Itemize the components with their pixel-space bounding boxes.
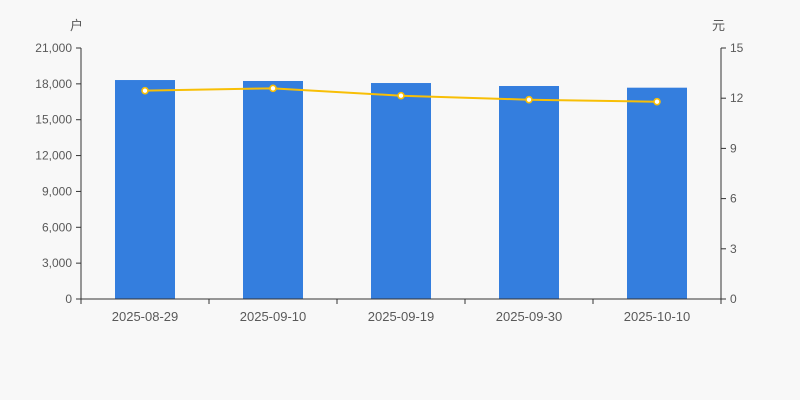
left-axis-tick-label: 12,000: [35, 149, 72, 163]
right-axis-tick-label: 9: [730, 141, 737, 155]
left-axis-tick-label: 0: [65, 292, 72, 306]
bar-2025-09-30[interactable]: [499, 86, 559, 299]
right-axis-tick-label: 3: [730, 242, 737, 256]
left-axis-tick-label: 18,000: [35, 77, 72, 91]
x-axis-category-label: 2025-08-29: [112, 309, 179, 324]
right-axis-unit-label: 元: [712, 18, 726, 33]
left-axis-tick-label: 9,000: [42, 184, 72, 198]
right-axis-tick-label: 0: [730, 292, 737, 306]
line-point-2025-09-30[interactable]: [525, 95, 533, 104]
bar-2025-10-10[interactable]: [627, 87, 687, 299]
x-axis-category-label: 2025-09-30: [496, 309, 563, 324]
bar-2025-09-19[interactable]: [371, 83, 431, 299]
x-axis-category-label: 2025-10-10: [624, 309, 691, 324]
left-axis-tick-label: 3,000: [42, 256, 72, 270]
left-axis-unit-label: 户: [70, 18, 84, 33]
left-axis-tick-label: 6,000: [42, 220, 72, 234]
right-axis-tick-label: 15: [730, 41, 744, 55]
left-axis-tick-label: 21,000: [35, 41, 72, 55]
x-axis-category-label: 2025-09-10: [240, 309, 307, 324]
line-point-2025-09-10[interactable]: [269, 84, 277, 93]
bar-2025-08-29[interactable]: [115, 80, 175, 299]
line-point-2025-08-29[interactable]: [141, 86, 149, 95]
right-axis-tick-label: 6: [730, 192, 737, 206]
left-axis-tick-label: 15,000: [35, 113, 72, 127]
x-axis-category-label: 2025-09-19: [368, 309, 435, 324]
right-axis-tick-label: 12: [730, 91, 744, 105]
line-point-2025-09-19[interactable]: [397, 91, 405, 100]
line-point-2025-10-10[interactable]: [653, 97, 661, 106]
bar-2025-09-10[interactable]: [243, 80, 303, 299]
